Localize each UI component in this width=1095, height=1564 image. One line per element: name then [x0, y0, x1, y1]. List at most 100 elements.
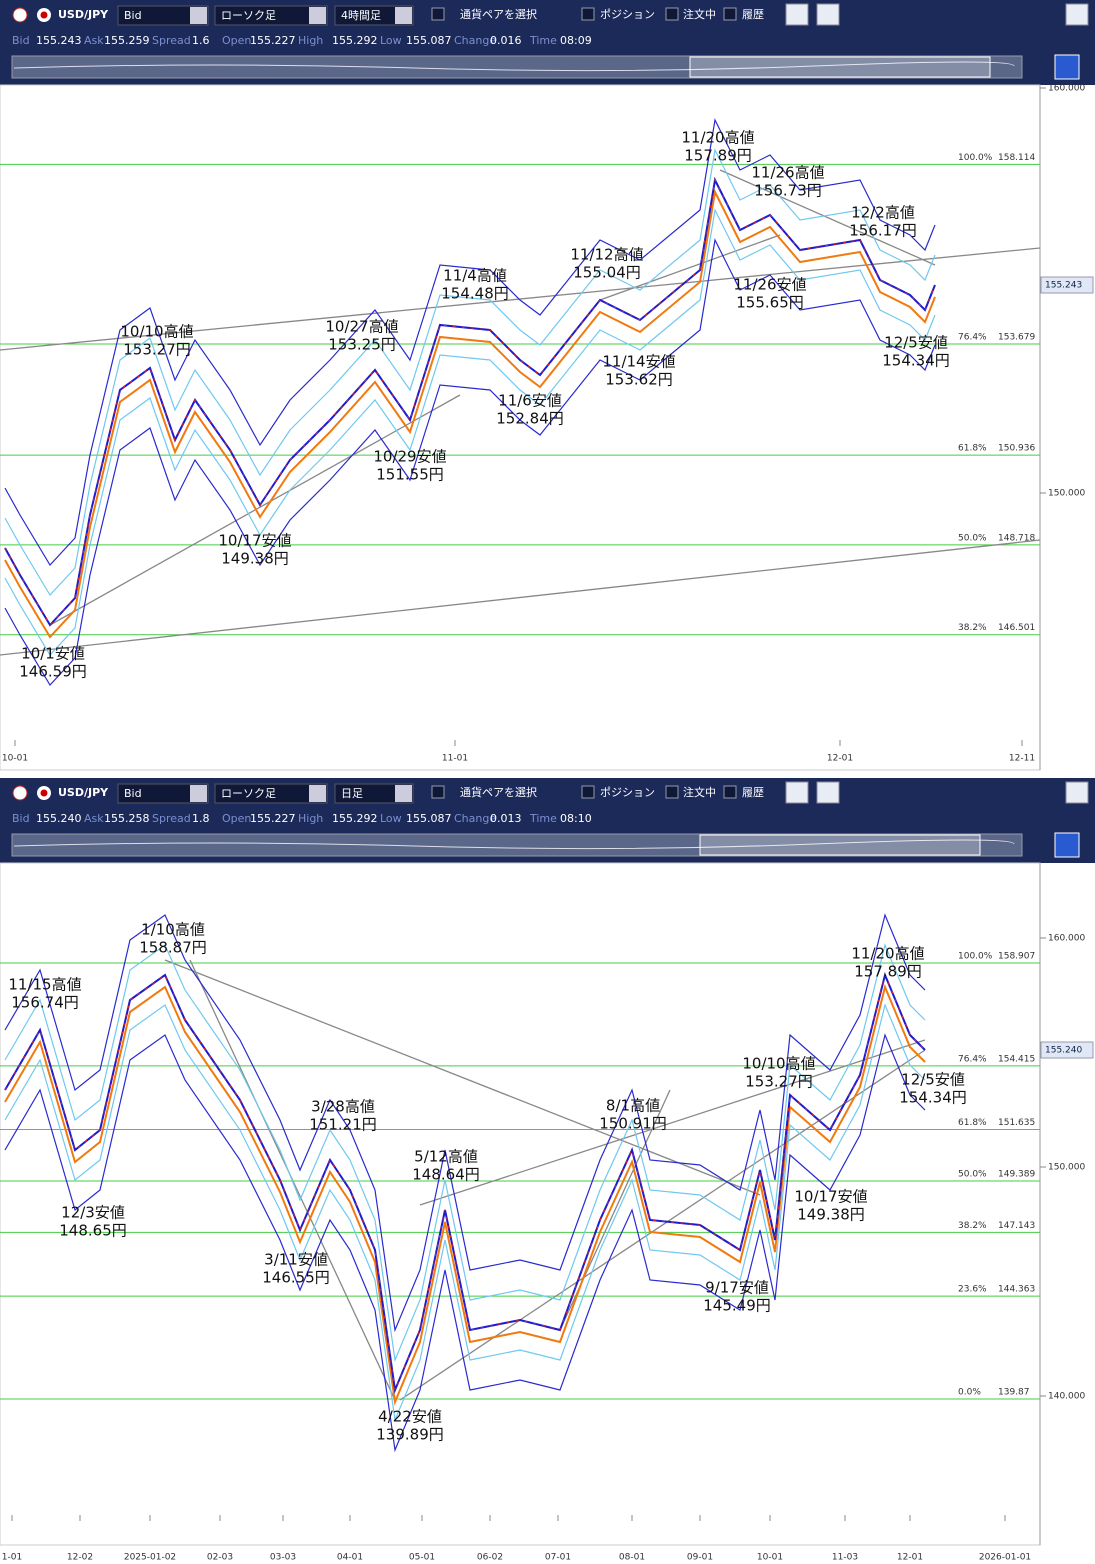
tool-button[interactable] — [816, 781, 840, 804]
annotation-date: 11/12高値 — [570, 246, 643, 264]
navigator[interactable] — [11, 55, 1023, 79]
quote-bar — [0, 30, 1095, 52]
fib-value: 154.415 — [998, 1054, 1035, 1064]
fib-percent: 61.8% — [958, 444, 987, 454]
zoom-button[interactable] — [1054, 54, 1080, 80]
trend-line — [399, 1049, 926, 1401]
fib-value: 147.143 — [998, 1221, 1035, 1231]
checkbox[interactable] — [431, 7, 445, 21]
bollinger-band — [4, 118, 936, 566]
close-button[interactable] — [1065, 781, 1089, 804]
checkbox-label: 履歴 — [742, 8, 764, 21]
dropdown-value: 4時間足 — [341, 9, 381, 22]
flag-dot — [40, 11, 48, 19]
fib-value: 148.718 — [998, 533, 1035, 543]
quote-label: Bid — [12, 812, 30, 825]
checkbox-label: 通貨ペアを選択 — [460, 785, 537, 799]
annotation-price: 155.04円 — [573, 264, 641, 282]
chart-area — [0, 862, 1041, 1546]
tool-button[interactable] — [816, 3, 840, 26]
annotation-price: 150.91円 — [599, 1115, 667, 1133]
dropdown-arrow[interactable] — [190, 7, 207, 24]
annotation-date: 1/10高値 — [141, 921, 205, 939]
dropdown-arrow[interactable] — [395, 7, 412, 24]
dropdown-arrow[interactable] — [309, 785, 326, 802]
quote-value: 08:09 — [560, 34, 592, 47]
trend-line — [599, 234, 781, 301]
dropdown[interactable] — [214, 783, 328, 804]
quote-label: Time — [529, 812, 557, 825]
y-tick-label: 150.000 — [1048, 1163, 1085, 1173]
close-button[interactable] — [1065, 3, 1089, 26]
x-tick-label: 2026-01-01 — [979, 1553, 1031, 1561]
fib-value: 149.389 — [998, 1169, 1035, 1179]
annotation-price: 157.89円 — [854, 963, 922, 981]
price-line-up — [4, 178, 936, 626]
dropdown[interactable] — [334, 5, 414, 26]
dropdown-arrow[interactable] — [190, 785, 207, 802]
annotation-price: 156.73円 — [754, 182, 822, 200]
checkbox[interactable] — [581, 785, 595, 799]
checkbox[interactable] — [665, 785, 679, 799]
quote-value: 155.258 — [104, 812, 150, 825]
navigator-window[interactable] — [689, 56, 991, 78]
navigator-line — [13, 839, 1015, 850]
dropdown[interactable] — [117, 5, 209, 26]
checkbox[interactable] — [431, 785, 445, 799]
current-price-box — [1040, 1041, 1094, 1059]
fib-value: 150.936 — [998, 444, 1035, 454]
annotation-date: 3/11安値 — [264, 1251, 328, 1269]
annotation-price: 155.65円 — [736, 294, 804, 312]
annotation-price: 153.27円 — [123, 341, 191, 359]
quote-label: Bid — [12, 34, 30, 47]
checkbox-label: 通貨ペアを選択 — [460, 7, 537, 21]
dropdown[interactable] — [117, 783, 209, 804]
dropdown-arrow[interactable] — [395, 785, 412, 802]
checkbox[interactable] — [723, 7, 737, 21]
x-tick-label: 12-01 — [897, 1553, 923, 1561]
moving-average — [4, 983, 926, 1406]
annotation-date: 11/20高値 — [681, 129, 754, 147]
quote-value: 155.292 — [332, 34, 378, 47]
annotation-date: 12/2高値 — [851, 204, 915, 222]
navigator[interactable] — [11, 833, 1023, 857]
annotation-price: 148.65円 — [59, 1222, 127, 1240]
tool-button[interactable] — [785, 781, 809, 804]
fib-percent: 76.4% — [958, 333, 987, 343]
annotation-date: 9/17安値 — [705, 1279, 769, 1297]
annotation-price: 151.55円 — [376, 466, 444, 484]
pair-label: USD/JPY — [58, 786, 109, 799]
trend-line — [49, 394, 461, 626]
quote-value: 155.243 — [36, 34, 82, 47]
x-tick-label: 06-02 — [477, 1553, 503, 1561]
quote-value: 155.259 — [104, 34, 150, 47]
bollinger-band — [4, 943, 926, 1363]
dropdown[interactable] — [214, 5, 328, 26]
checkbox[interactable] — [723, 785, 737, 799]
checkbox[interactable] — [581, 7, 595, 21]
checkbox[interactable] — [665, 7, 679, 21]
annotation-date: 5/12高値 — [414, 1148, 478, 1166]
annotation-price: 146.55円 — [262, 1269, 330, 1287]
fib-percent: 0.0% — [958, 1387, 981, 1397]
tool-button[interactable] — [785, 3, 809, 26]
current-price-box — [1040, 276, 1094, 294]
quote-value: 155.087 — [406, 34, 452, 47]
navigator-window[interactable] — [699, 834, 981, 856]
quote-label: Low — [380, 812, 402, 825]
fib-percent: 50.0% — [958, 1169, 987, 1179]
quote-label: Low — [380, 34, 402, 47]
x-tick-label: 1-01 — [2, 1553, 22, 1561]
dropdown-arrow[interactable] — [309, 7, 326, 24]
fib-value: 158.114 — [998, 153, 1035, 163]
trend-line — [0, 539, 1041, 656]
dropdown-value: ローソク足 — [221, 9, 276, 22]
annotation-price: 149.38円 — [221, 550, 289, 568]
quote-label: Spread — [152, 812, 191, 825]
quote-value: 155.227 — [250, 34, 296, 47]
annotation-date: 11/20高値 — [851, 945, 924, 963]
zoom-button[interactable] — [1054, 832, 1080, 858]
dropdown[interactable] — [334, 783, 414, 804]
x-tick-label: 07-01 — [545, 1553, 571, 1561]
annotation-date: 11/6安値 — [498, 392, 562, 410]
